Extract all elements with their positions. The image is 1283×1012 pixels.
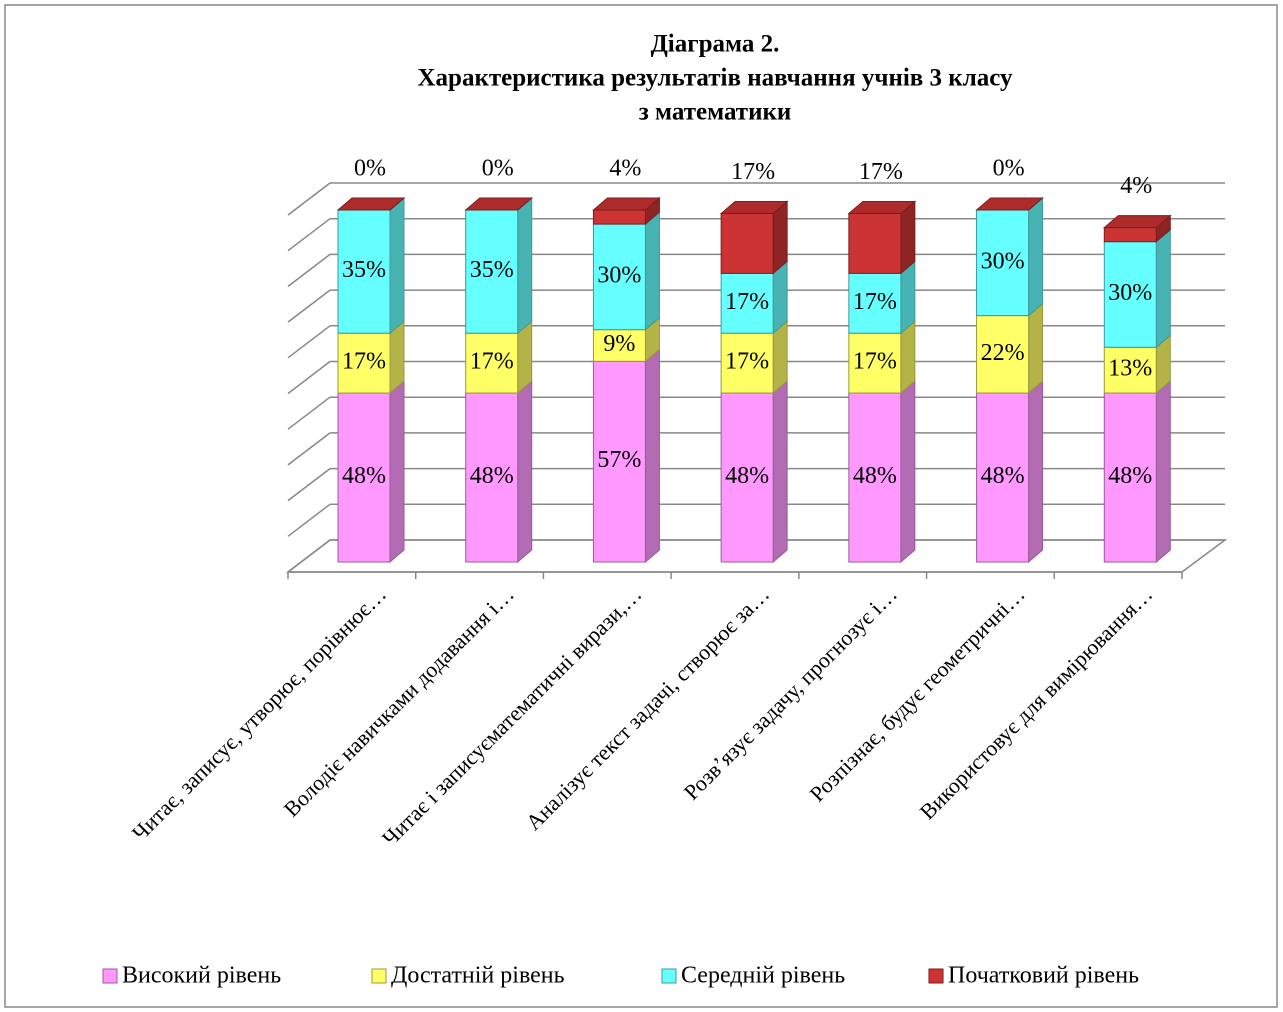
data-label: 48% [470,463,514,489]
bar-segment [337,332,391,394]
data-label: 17% [859,159,903,185]
bar-top [464,197,534,211]
data-label: 48% [853,463,897,489]
bar-top [975,197,1044,211]
bar-side [1028,196,1044,317]
bar-segment [592,360,646,563]
bar-segment [720,332,774,394]
legend-swatch [928,968,944,984]
data-label: 17% [853,349,897,375]
bar-side [389,379,405,564]
bar-side [517,196,533,335]
bar-segment [1103,227,1157,243]
side-grid-line [287,503,331,537]
bar-top [1102,215,1172,229]
side-grid-line [287,182,331,216]
bar-side [1155,379,1171,564]
bar-side [644,210,660,331]
data-label: 48% [342,463,386,489]
bar-segment [592,223,646,331]
data-label: 17% [731,159,775,185]
side-grid-line [287,325,331,359]
bar-side [644,348,660,564]
bar-top [719,201,789,215]
data-label: 22% [981,340,1025,366]
side-grid-line [287,539,331,573]
data-label: 9% [603,331,635,357]
side-grid-line [287,432,331,466]
bar-segment [720,272,774,334]
bar-side [1155,228,1171,349]
data-label: 4% [1120,173,1152,199]
bar-side [900,379,916,564]
bar-top [592,197,661,211]
bar-side [772,379,788,564]
bar-segment [720,392,774,563]
legend-label: Початковий рівень [948,963,1139,989]
side-grid-line [287,360,331,395]
bar-segment [848,392,902,563]
data-label: 17% [342,349,386,375]
side-grid-line [287,468,331,502]
bar-segment [337,392,391,563]
bar-segment [976,315,1030,394]
bar-segment [592,209,646,225]
legend-swatch [661,968,677,984]
bar-segment [848,272,902,334]
data-label: 30% [981,248,1025,274]
chart-title: Діаграма 2. [651,31,780,58]
bar-segment [848,213,902,274]
side-grid-line [287,253,331,287]
data-label: 48% [1108,463,1152,489]
bar-segment [1103,392,1157,563]
data-label: 4% [609,156,641,182]
side-grid-line [287,396,331,430]
bar-top [336,197,406,211]
data-label: 35% [470,257,514,283]
data-label: 30% [597,262,641,288]
data-label: 17% [725,349,769,375]
bar-segment [337,209,391,334]
data-label: 0% [993,156,1025,182]
legend-swatch [371,968,387,984]
bar-side [1028,379,1044,564]
data-label: 17% [853,289,897,315]
legend-label: Високий рівень [122,963,281,989]
legend-swatch [102,968,118,984]
legend-label: Достатній рівень [391,963,565,989]
bar-segment [465,209,519,334]
side-grid-line [287,218,331,252]
chart-title: Характеристика результатів навчання учні… [418,65,1013,92]
data-label: 35% [342,257,386,283]
bar-top [847,201,917,215]
bar-segment [720,213,774,274]
data-label: 13% [1108,356,1152,382]
bar-segment [1103,241,1157,348]
chart-title: з математики [639,99,792,126]
data-label: 48% [725,463,769,489]
data-label: 17% [725,289,769,315]
data-label: 30% [1108,280,1152,306]
data-label: 57% [597,447,641,473]
bar-side [1028,302,1044,395]
side-grid-line [287,289,331,323]
data-label: 48% [981,463,1025,489]
bar-side [517,379,533,564]
bar-segment [976,209,1030,317]
data-label: 0% [482,156,514,182]
data-label: 17% [470,349,514,375]
data-label: 0% [354,156,386,182]
legend-label: Середній рівень [681,963,845,989]
bar-side [389,196,405,335]
